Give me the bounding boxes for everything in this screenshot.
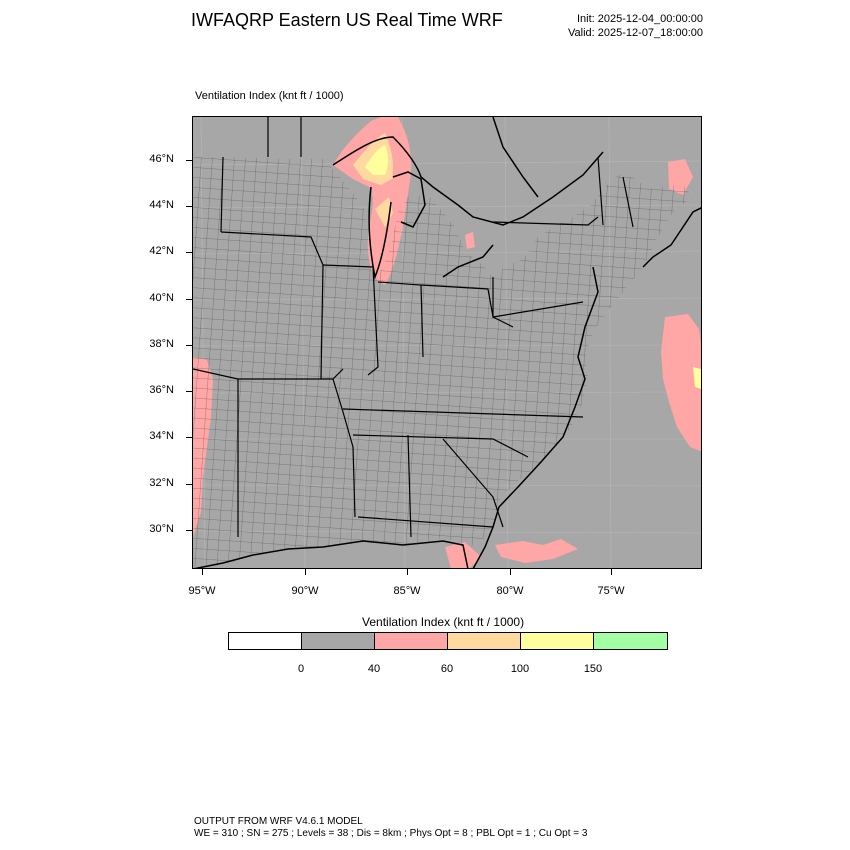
lat-tick xyxy=(186,437,192,438)
state-boundaries xyxy=(193,117,634,538)
ventilation-100-150-regions xyxy=(365,145,701,389)
lon-tick xyxy=(510,569,511,575)
lat-tick xyxy=(186,345,192,346)
legend-title: Ventilation Index (knt ft / 1000) xyxy=(362,615,525,629)
lat-tick xyxy=(186,299,192,300)
lat-tick xyxy=(186,160,192,161)
model-info-line1: OUTPUT FROM WRF V4.6.1 MODEL xyxy=(194,816,363,827)
land-county-mesh xyxy=(193,157,693,568)
map-canvas xyxy=(193,117,701,568)
lat-tick xyxy=(186,206,192,207)
legend-swatch xyxy=(375,633,448,649)
lon-tick xyxy=(407,569,408,575)
legend-swatch xyxy=(229,633,302,649)
lat-label-32n: 32°N xyxy=(149,477,174,489)
legend-label: 40 xyxy=(367,663,381,675)
legend-swatch xyxy=(521,633,594,649)
lat-label-34n: 34°N xyxy=(149,430,174,442)
lat-label-30n: 30°N xyxy=(149,523,174,535)
legend-label: 60 xyxy=(440,663,454,675)
map-panel xyxy=(192,116,702,569)
legend-swatch xyxy=(302,633,375,649)
lat-label-44n: 44°N xyxy=(149,199,174,211)
legend-colorbar xyxy=(228,632,668,650)
legend-label: 0 xyxy=(297,663,305,675)
main-title: IWFAQRP Eastern US Real Time WRF xyxy=(191,10,503,30)
lat-tick xyxy=(186,484,192,485)
lon-tick xyxy=(305,569,306,575)
lat-label-42n: 42°N xyxy=(149,245,174,257)
legend-swatch xyxy=(448,633,521,649)
valid-time: Valid: 2025-12-07_18:00:00 xyxy=(568,27,703,39)
init-time: Init: 2025-12-04_00:00:00 xyxy=(577,13,703,25)
lon-label-80w: 80°W xyxy=(496,585,524,597)
model-info-line2: WE = 310 ; SN = 275 ; Levels = 38 ; Dis … xyxy=(194,828,588,839)
plot-title: Ventilation Index (knt ft / 1000) xyxy=(195,90,344,102)
lat-label-36n: 36°N xyxy=(149,384,174,396)
lat-label-40n: 40°N xyxy=(149,292,174,304)
legend-label: 100 xyxy=(510,663,530,675)
lat-tick xyxy=(186,252,192,253)
lon-tick xyxy=(202,569,203,575)
lat-tick xyxy=(186,391,192,392)
lon-tick xyxy=(611,569,612,575)
lon-label-95w: 95°W xyxy=(188,585,216,597)
legend-label: 150 xyxy=(583,663,603,675)
lon-label-75w: 75°W xyxy=(597,585,625,597)
lat-tick xyxy=(186,530,192,531)
lat-label-38n: 38°N xyxy=(149,338,174,350)
coastlines xyxy=(194,117,701,568)
lon-label-90w: 90°W xyxy=(291,585,319,597)
legend-swatch xyxy=(594,633,667,649)
lon-label-85w: 85°W xyxy=(393,585,421,597)
lat-label-46n: 46°N xyxy=(149,153,174,165)
